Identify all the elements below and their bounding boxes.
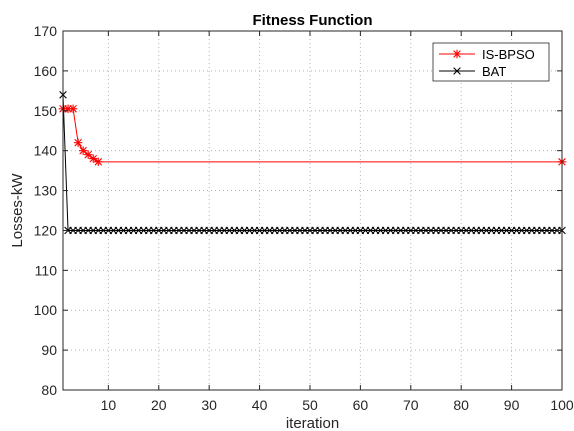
x-tick-label: 100 — [550, 397, 574, 413]
series-bat — [59, 91, 566, 235]
y-tick-label: 170 — [34, 23, 58, 39]
data-point — [94, 157, 103, 167]
x-tick-label: 40 — [252, 397, 268, 413]
x-tick-label: 50 — [302, 397, 318, 413]
chart-title: Fitness Function — [253, 12, 373, 29]
x-tick-label: 70 — [403, 397, 419, 413]
data-point — [68, 104, 78, 114]
y-tick-label: 100 — [34, 302, 58, 318]
y-tick-label: 90 — [41, 342, 57, 358]
legend: IS-BPSO BAT — [432, 42, 550, 82]
series-layer — [58, 91, 567, 235]
x-tick-label: 60 — [353, 397, 369, 413]
data-point — [73, 138, 83, 147]
legend-label: BAT — [482, 64, 506, 79]
legend-entry: IS-BPSO — [439, 47, 535, 62]
y-tick-label: 110 — [35, 262, 58, 278]
legend-entry: BAT — [439, 64, 506, 79]
y-axis-label: Losses-kW — [9, 173, 26, 248]
x-tick-label: 30 — [201, 397, 217, 413]
y-tick-label: 150 — [34, 103, 58, 119]
y-tick-label: 160 — [34, 63, 58, 79]
ticks: 10 20 30 40 50 60 70 80 90 100 80 90 100 110 120 130 140… — [34, 23, 574, 413]
series-is-bpso — [58, 104, 567, 167]
plot-area — [63, 31, 562, 390]
y-tick-label: 120 — [34, 222, 58, 238]
x-tick-label: 80 — [453, 397, 469, 413]
legend-marker — [453, 67, 461, 75]
data-point — [78, 146, 88, 155]
x-axis-label: iteration — [286, 415, 339, 431]
series-line — [62, 94, 562, 231]
legend-marker — [452, 49, 462, 59]
data-point — [83, 150, 93, 159]
plot-border — [62, 30, 563, 391]
y-tick-label: 80 — [41, 382, 57, 398]
x-tick-label: 20 — [151, 397, 167, 413]
x-tick-label: 10 — [101, 397, 117, 413]
y-tick-label: 140 — [34, 143, 58, 159]
legend-label: IS-BPSO — [482, 47, 535, 62]
data-point — [88, 154, 98, 163]
legend-box — [432, 42, 550, 82]
x-tick-label: 90 — [504, 397, 520, 413]
y-tick-label: 130 — [34, 183, 58, 199]
